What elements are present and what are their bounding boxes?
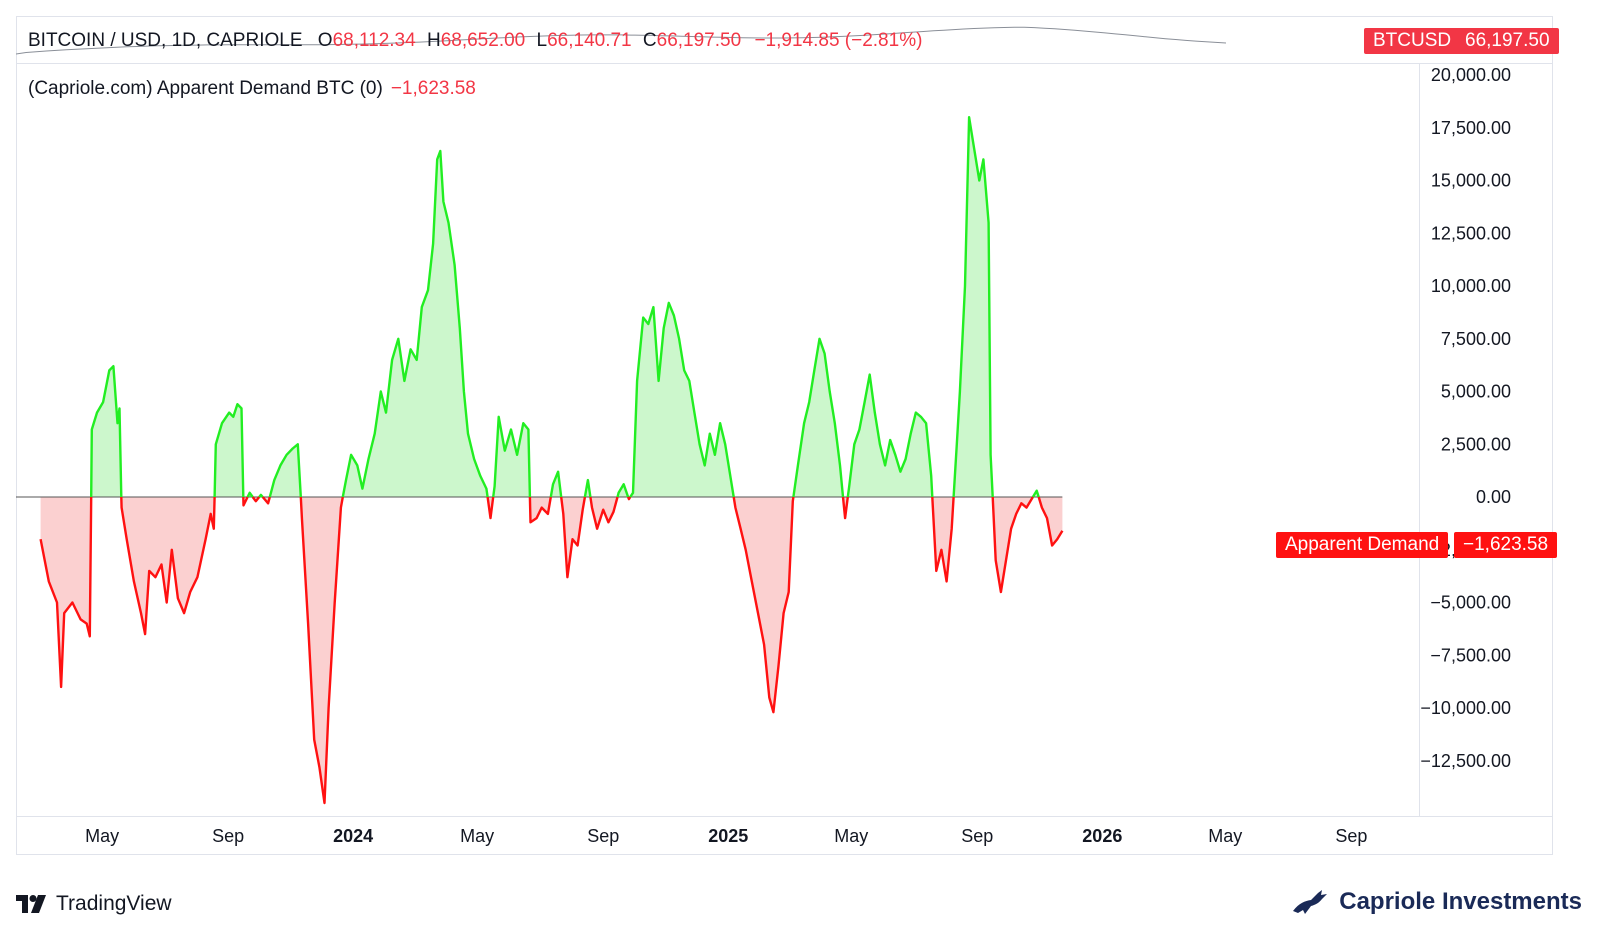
chart-svg[interactable]: 20,000.00 17,500.00 15,000.00 12,500.00 10,0… bbox=[16, 16, 1584, 876]
positive-area bbox=[214, 404, 244, 497]
positive-line bbox=[1031, 489, 1040, 498]
x-tick-label: Sep bbox=[587, 826, 619, 846]
y-tick-label: 0.00 bbox=[1476, 487, 1511, 507]
tradingview-label: TradingView bbox=[56, 892, 172, 915]
close-label: C bbox=[642, 30, 657, 51]
y-tick-label: 12,500.00 bbox=[1431, 223, 1511, 243]
positive-line bbox=[213, 403, 245, 498]
positive-line bbox=[90, 365, 123, 498]
close-value: 66,197.50 bbox=[656, 30, 742, 51]
btcusd-price-tag: 66,197.50 bbox=[1456, 28, 1559, 54]
positive-line bbox=[246, 491, 254, 498]
symbol-legend: BITCOIN / USD, 1D, CAPRIOLE O68,112.34 H… bbox=[28, 30, 922, 52]
indicator-title: (Capriole.com) Apparent Demand BTC (0) bbox=[28, 78, 383, 99]
positive-area bbox=[847, 374, 933, 497]
negative-area bbox=[300, 497, 343, 803]
y-tick-label: 5,000.00 bbox=[1441, 382, 1511, 402]
goat-logo-icon bbox=[1293, 890, 1328, 914]
positive-line bbox=[268, 443, 302, 498]
y-tick-label: 20,000.00 bbox=[1431, 65, 1511, 85]
apparent-demand-value-tag: −1,623.58 bbox=[1454, 532, 1558, 558]
positive-area bbox=[617, 484, 629, 497]
low-value: 66,140.71 bbox=[547, 30, 632, 51]
negative-area bbox=[992, 497, 1033, 592]
positive-line bbox=[792, 337, 845, 498]
capriole-brand: Capriole Investments bbox=[1291, 888, 1582, 916]
symbol-title: BITCOIN / USD, 1D, CAPRIOLE bbox=[28, 30, 303, 51]
x-tick-label: 2025 bbox=[708, 826, 748, 846]
positive-line bbox=[952, 115, 994, 498]
positive-line bbox=[341, 149, 489, 498]
negative-line bbox=[261, 496, 271, 505]
y-tick-label: −10,000.00 bbox=[1420, 698, 1511, 718]
open-value: 68,112.34 bbox=[332, 30, 416, 51]
capriole-label: Capriole Investments bbox=[1339, 888, 1582, 915]
tradingview-logo[interactable]: TradingView bbox=[16, 892, 172, 916]
open-label: O bbox=[317, 30, 333, 51]
positive-line bbox=[629, 301, 735, 498]
x-tick-label: Sep bbox=[212, 826, 244, 846]
indicator-value: −1,623.58 bbox=[390, 78, 476, 99]
negative-area bbox=[590, 497, 618, 529]
negative-line bbox=[528, 496, 552, 524]
negative-line bbox=[242, 496, 249, 507]
tradingview-icon bbox=[16, 895, 46, 913]
negative-line bbox=[486, 496, 495, 520]
positive-line bbox=[492, 415, 532, 498]
positive-line bbox=[583, 478, 592, 498]
btcusd-name-tag: BTCUSD bbox=[1364, 28, 1461, 54]
x-tick-label: 2024 bbox=[333, 826, 373, 846]
y-tick-label: 2,500.00 bbox=[1441, 434, 1511, 454]
x-tick-label: 2026 bbox=[1082, 826, 1122, 846]
negative-line bbox=[39, 496, 93, 689]
positive-area bbox=[953, 117, 993, 497]
positive-area bbox=[342, 151, 488, 497]
negative-line bbox=[841, 496, 849, 520]
positive-area bbox=[630, 302, 734, 497]
x-tick-label: Sep bbox=[1335, 826, 1367, 846]
y-tick-label: 15,000.00 bbox=[1431, 171, 1511, 191]
positive-line bbox=[549, 470, 563, 498]
x-tick-label: May bbox=[1208, 826, 1242, 846]
negative-line bbox=[732, 496, 795, 714]
apparent-demand-name-tag: Apparent Demand bbox=[1276, 532, 1449, 558]
negative-line bbox=[931, 496, 955, 583]
y-tick-label: 17,500.00 bbox=[1431, 118, 1511, 138]
positive-line bbox=[616, 483, 630, 498]
indicator-legend[interactable]: (Capriole.com) Apparent Demand BTC (0) −1… bbox=[28, 78, 476, 100]
y-tick-label: −12,500.00 bbox=[1420, 751, 1511, 771]
x-tick-label: May bbox=[834, 826, 868, 846]
negative-line bbox=[560, 496, 587, 579]
negative-area bbox=[1038, 497, 1063, 546]
x-tick-label: Sep bbox=[961, 826, 993, 846]
negative-line bbox=[589, 496, 619, 530]
y-tick-label: 7,500.00 bbox=[1441, 329, 1511, 349]
negative-area bbox=[121, 497, 215, 635]
chart-border bbox=[16, 16, 1553, 855]
chart-frame: 20,000.00 17,500.00 15,000.00 12,500.00 10,0… bbox=[16, 16, 1584, 876]
y-tick-label: −5,000.00 bbox=[1430, 593, 1511, 613]
negative-line bbox=[1037, 496, 1064, 547]
negative-line bbox=[991, 496, 1034, 594]
negative-line bbox=[251, 496, 261, 503]
btc-price-sparkline bbox=[16, 26, 1227, 55]
positive-area bbox=[91, 366, 122, 497]
low-label: L bbox=[536, 30, 548, 51]
positive-area bbox=[793, 338, 843, 497]
positive-line bbox=[846, 373, 934, 498]
x-tick-label: May bbox=[460, 826, 494, 846]
negative-line bbox=[120, 496, 216, 636]
high-label: H bbox=[426, 30, 441, 51]
y-tick-label: 10,000.00 bbox=[1431, 276, 1511, 296]
positive-area bbox=[269, 444, 301, 497]
x-tick-label: May bbox=[85, 826, 119, 846]
negative-line bbox=[299, 496, 344, 805]
negative-line bbox=[626, 496, 632, 501]
y-tick-label: −7,500.00 bbox=[1430, 645, 1511, 665]
change-value: −1,914.85 (−2.81%) bbox=[754, 30, 923, 51]
positive-line bbox=[258, 493, 264, 498]
high-value: 68,652.00 bbox=[440, 30, 526, 51]
negative-area bbox=[40, 497, 92, 687]
